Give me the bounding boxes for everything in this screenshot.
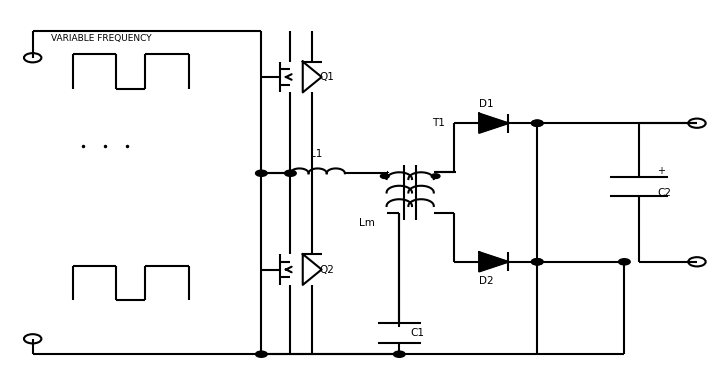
Circle shape: [256, 170, 267, 176]
Text: Q1: Q1: [319, 72, 334, 82]
Polygon shape: [479, 114, 508, 133]
Circle shape: [285, 170, 296, 176]
Circle shape: [531, 120, 543, 126]
Text: T1: T1: [432, 118, 445, 128]
Circle shape: [380, 174, 389, 179]
Text: C2: C2: [657, 187, 671, 198]
Text: +: +: [657, 166, 665, 176]
Text: L1: L1: [309, 149, 322, 159]
Circle shape: [256, 351, 267, 357]
Circle shape: [531, 259, 543, 265]
Circle shape: [393, 351, 405, 357]
Text: Lm: Lm: [359, 218, 375, 228]
Circle shape: [431, 174, 440, 179]
Circle shape: [531, 120, 543, 126]
Circle shape: [531, 259, 543, 265]
Text: VARIABLE FREQUENCY: VARIABLE FREQUENCY: [51, 34, 152, 43]
Text: Q2: Q2: [319, 264, 334, 275]
Circle shape: [619, 259, 630, 265]
Polygon shape: [479, 252, 508, 271]
Text: D2: D2: [479, 276, 494, 286]
Text: C1: C1: [410, 328, 424, 338]
Text: D1: D1: [479, 99, 494, 109]
